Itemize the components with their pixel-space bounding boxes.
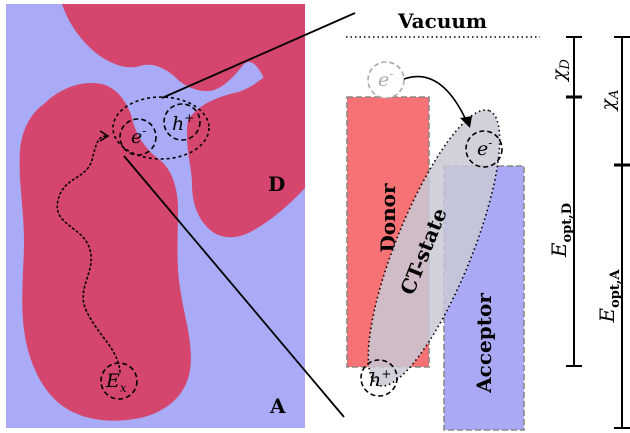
hole-circle-left xyxy=(163,103,201,141)
region-d-label: D xyxy=(268,172,285,196)
electron-circle-left xyxy=(119,118,157,156)
zoom-line-upper xyxy=(161,12,356,99)
electron-transfer-arrowhead xyxy=(460,116,472,128)
hole-label-left: h+ xyxy=(172,111,194,135)
e-opt-d-label: Eopt,D xyxy=(547,203,575,258)
acceptor-label: Acceptor xyxy=(472,293,496,394)
region-a-label: A xyxy=(269,394,286,418)
exciton-circle xyxy=(100,362,138,400)
zoom-line-lower xyxy=(123,155,345,418)
electron-transfer-arrow xyxy=(403,75,467,121)
diffusion-arrowhead xyxy=(99,130,110,142)
energy-diagram-panel: Vacuum Donor Acceptor CT-state e- e- h+ … xyxy=(346,9,630,431)
ct-pair-ellipse xyxy=(112,96,210,160)
electron-circle-acceptor xyxy=(465,130,503,168)
e-opt-a-label: Eopt,A xyxy=(595,269,623,324)
exciton-label: Ex xyxy=(105,370,127,395)
morphology-panel: e- h+ Ex D A xyxy=(6,4,305,428)
donor-phase-right xyxy=(186,67,305,238)
electron-label-acceptor: e- xyxy=(477,136,492,160)
chi-d-label: χD xyxy=(548,58,573,83)
donor-phase-top xyxy=(62,4,305,118)
electron-label-left: e- xyxy=(131,124,146,148)
donor-phase-left xyxy=(19,82,191,421)
electron-label-ghost: e- xyxy=(378,67,393,91)
vacuum-label: Vacuum xyxy=(397,9,487,33)
chi-a-label: χA xyxy=(597,90,622,113)
electron-circle-ghost xyxy=(367,61,405,99)
hole-label-donor: h+ xyxy=(369,367,391,391)
hole-circle-donor xyxy=(360,359,398,397)
exciton-diffusion-path xyxy=(56,135,121,373)
ct-state-ellipse xyxy=(367,109,501,387)
